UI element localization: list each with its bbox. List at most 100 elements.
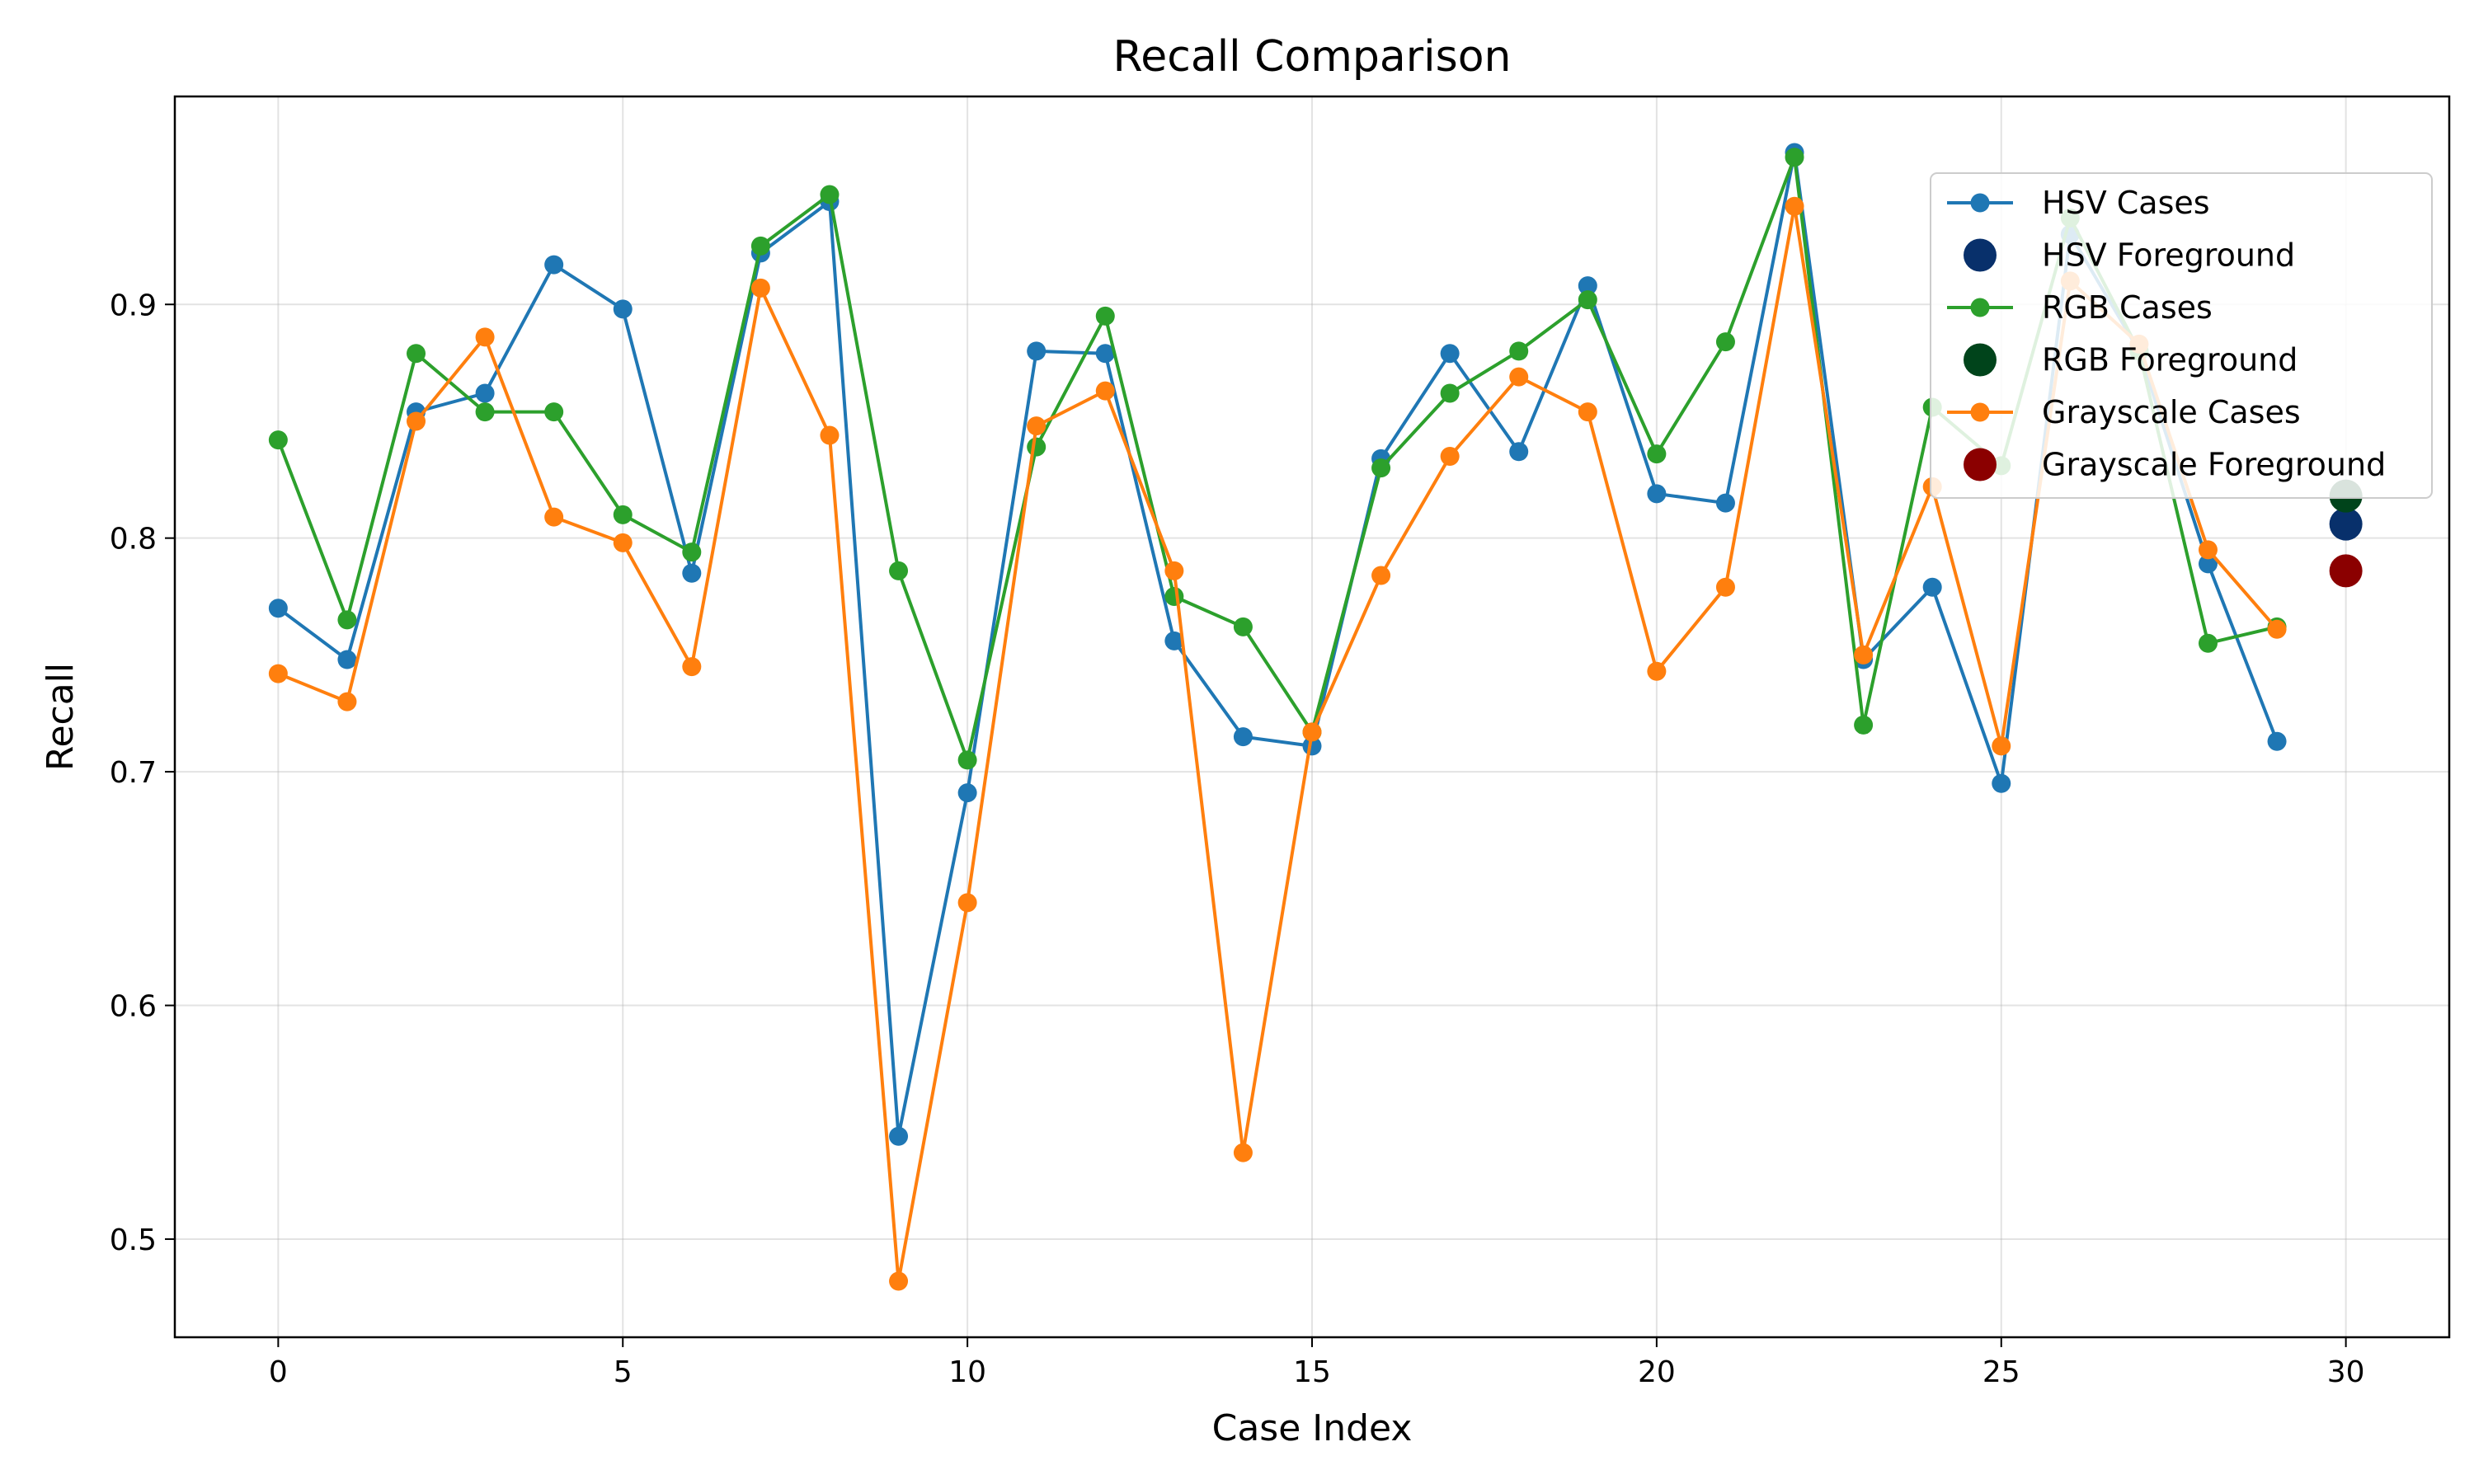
data-point bbox=[613, 505, 633, 524]
x-tick-label: 0 bbox=[269, 1355, 288, 1389]
data-point bbox=[1233, 727, 1253, 747]
y-tick-label: 0.8 bbox=[110, 523, 157, 556]
data-point bbox=[613, 299, 633, 319]
data-point bbox=[1233, 1143, 1253, 1162]
data-point bbox=[2198, 633, 2218, 653]
data-point bbox=[544, 255, 564, 275]
y-tick-label: 0.5 bbox=[110, 1223, 157, 1257]
data-point bbox=[1027, 341, 1047, 361]
data-point bbox=[682, 542, 702, 562]
data-point bbox=[1715, 577, 1735, 597]
data-point bbox=[1440, 383, 1460, 403]
x-tick-label: 25 bbox=[1982, 1355, 2020, 1389]
data-point bbox=[268, 664, 288, 683]
legend-swatch-marker bbox=[1970, 193, 1990, 213]
legend-swatch-marker bbox=[1964, 448, 1997, 481]
data-point bbox=[750, 278, 770, 298]
data-point bbox=[1854, 645, 1874, 665]
x-tick-label: 30 bbox=[2327, 1355, 2365, 1389]
data-point bbox=[1715, 493, 1735, 513]
legend-label: RGB Cases bbox=[2042, 289, 2213, 326]
series-hsv-foreground bbox=[2329, 507, 2363, 541]
series-layer bbox=[268, 143, 2363, 1291]
chart-title: Recall Comparison bbox=[1112, 32, 1511, 82]
legend-label: HSV Foreground bbox=[2042, 237, 2295, 274]
data-point bbox=[1578, 276, 1597, 296]
data-point bbox=[407, 411, 426, 431]
series-grayscale-cases bbox=[268, 196, 2287, 1291]
legend-label: HSV Cases bbox=[2042, 185, 2210, 221]
data-point bbox=[1647, 444, 1667, 464]
x-tick-label: 15 bbox=[1293, 1355, 1331, 1389]
data-point bbox=[1027, 416, 1047, 436]
data-point bbox=[682, 563, 702, 583]
legend-label: RGB Foreground bbox=[2042, 342, 2298, 378]
data-point bbox=[889, 1271, 909, 1291]
legend-box bbox=[1930, 172, 2433, 499]
data-point bbox=[544, 402, 564, 422]
data-point bbox=[1027, 437, 1047, 457]
data-point bbox=[1785, 148, 1804, 167]
data-point bbox=[1509, 367, 1529, 387]
data-point bbox=[475, 402, 495, 422]
legend-item-grayscale-cases: Grayscale Cases bbox=[1947, 394, 2301, 430]
data-point bbox=[1715, 332, 1735, 352]
y-tick-label: 0.9 bbox=[110, 289, 157, 322]
data-point bbox=[1095, 306, 1115, 326]
legend-item-hsv-foreground: HSV Foreground bbox=[1964, 237, 2295, 274]
data-point bbox=[682, 657, 702, 677]
data-point bbox=[1578, 402, 1597, 422]
y-tick-label: 0.6 bbox=[110, 990, 157, 1024]
series-hsv-cases bbox=[268, 143, 2287, 1146]
data-point bbox=[1095, 381, 1115, 401]
data-point bbox=[1233, 617, 1253, 636]
data-point bbox=[1371, 458, 1391, 478]
data-point bbox=[337, 692, 357, 711]
legend: HSV Cases HSV Foreground RGB Cases RGB Fore… bbox=[1930, 172, 2433, 499]
data-point bbox=[1992, 773, 2011, 793]
data-point bbox=[1164, 631, 1184, 650]
series-line bbox=[277, 204, 2279, 1283]
data-point bbox=[475, 327, 495, 347]
y-tick-label: 0.7 bbox=[110, 756, 157, 790]
data-point bbox=[544, 507, 564, 527]
data-point bbox=[1371, 566, 1391, 585]
legend-swatch-marker bbox=[1964, 343, 1997, 377]
data-point bbox=[337, 650, 357, 669]
data-point bbox=[2267, 619, 2287, 639]
x-tick-label: 20 bbox=[1638, 1355, 1676, 1389]
series-grayscale-foreground bbox=[2329, 554, 2363, 588]
data-point bbox=[1785, 196, 1804, 216]
data-point bbox=[820, 425, 840, 445]
legend-item-hsv-cases: HSV Cases bbox=[1947, 185, 2210, 221]
data-point bbox=[889, 1126, 909, 1146]
legend-swatch-marker bbox=[1970, 402, 1990, 422]
data-point bbox=[1922, 577, 1942, 597]
x-tick-label: 10 bbox=[948, 1355, 986, 1389]
legend-item-rgb-foreground: RGB Foreground bbox=[1964, 342, 2298, 378]
foreground-point bbox=[2329, 507, 2363, 541]
x-tick-label: 5 bbox=[614, 1355, 633, 1389]
data-point bbox=[268, 599, 288, 618]
foreground-point bbox=[2329, 554, 2363, 588]
data-point bbox=[268, 430, 288, 450]
legend-item-rgb-cases: RGB Cases bbox=[1947, 289, 2213, 326]
data-point bbox=[613, 533, 633, 552]
data-point bbox=[1440, 446, 1460, 466]
data-point bbox=[2198, 540, 2218, 560]
data-point bbox=[1578, 290, 1597, 310]
data-point bbox=[1509, 442, 1529, 462]
y-axis-title: Recall bbox=[40, 663, 82, 771]
data-point bbox=[1302, 722, 1322, 742]
data-point bbox=[1440, 344, 1460, 364]
legend-label: Grayscale Cases bbox=[2042, 394, 2301, 430]
data-point bbox=[1164, 561, 1184, 580]
legend-label: Grayscale Foreground bbox=[2042, 447, 2386, 483]
data-point bbox=[957, 750, 977, 770]
x-axis-title: Case Index bbox=[1212, 1407, 1413, 1449]
data-point bbox=[750, 236, 770, 256]
data-point bbox=[407, 344, 426, 364]
data-point bbox=[1854, 715, 1874, 735]
